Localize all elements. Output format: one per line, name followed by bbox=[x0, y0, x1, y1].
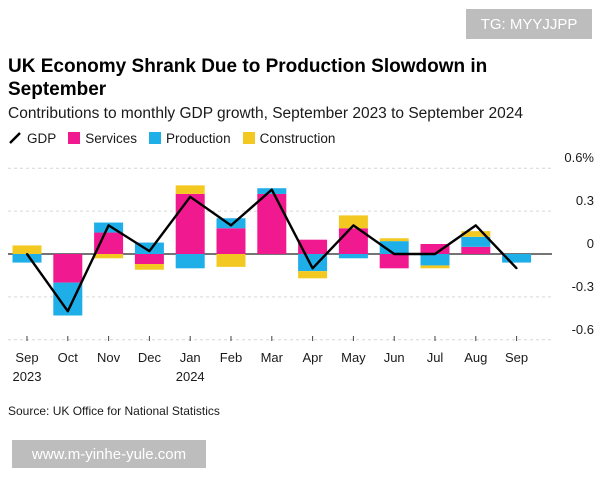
x-tick-label: May bbox=[341, 350, 366, 365]
legend-label-production: Production bbox=[166, 130, 231, 146]
chart-plot: 0.6% 0.3 0 -0.3 -0.6 Sep 2023 Oct Nov Dec Jan 2024 F… bbox=[8, 150, 594, 384]
legend-item-gdp: GDP bbox=[8, 131, 56, 146]
gdp-point bbox=[393, 253, 396, 255]
gdp-point bbox=[270, 188, 273, 191]
x-tick-label: Aug bbox=[464, 350, 487, 365]
bar-services bbox=[298, 239, 328, 254]
bar-production bbox=[12, 254, 42, 263]
source-note: Source: UK Office for National Statistic… bbox=[8, 404, 220, 418]
bar-services bbox=[134, 254, 164, 265]
gdp-point bbox=[352, 224, 355, 227]
bar-construction bbox=[175, 185, 205, 194]
bar-construction bbox=[461, 231, 491, 237]
bar-construction bbox=[420, 265, 450, 269]
bar-services bbox=[53, 254, 83, 283]
bar-services bbox=[94, 232, 124, 254]
bar-services bbox=[379, 254, 409, 269]
gdp-point bbox=[434, 253, 436, 255]
bar-services bbox=[257, 193, 287, 254]
x-tick-year-label: 2023 bbox=[13, 369, 42, 384]
bar-production bbox=[502, 254, 532, 263]
legend-item-production: Production bbox=[149, 131, 231, 146]
gdp-point bbox=[107, 224, 110, 227]
x-tick-label: Feb bbox=[220, 350, 242, 365]
legend-label-services: Services bbox=[85, 130, 138, 146]
x-tick-year-label: 2024 bbox=[176, 369, 205, 384]
gdp-point bbox=[189, 195, 192, 198]
watermark-bottom: www.m-yinhe-yule.com bbox=[12, 440, 206, 468]
legend-swatch-gdp bbox=[9, 132, 21, 144]
x-tick-label: Nov bbox=[97, 350, 121, 365]
gdp-point bbox=[230, 224, 232, 227]
legend-item-construction: Construction bbox=[242, 130, 336, 146]
x-tick-label: Sep bbox=[505, 350, 528, 365]
y-tick-label: 0 bbox=[587, 236, 594, 251]
legend-swatch-construction bbox=[242, 132, 255, 144]
bar-services bbox=[420, 243, 450, 254]
gdp-point bbox=[515, 267, 518, 270]
x-tick-label: Sep bbox=[15, 350, 38, 365]
chart-title: UK Economy Shrank Due to Production Slow… bbox=[8, 56, 488, 100]
bar-production bbox=[298, 254, 328, 272]
legend-item-services: Services bbox=[68, 131, 137, 146]
x-tick-label: Jan bbox=[180, 350, 201, 365]
bar-production bbox=[461, 236, 491, 247]
bar-construction bbox=[338, 215, 368, 229]
x-tick-label: Jul bbox=[427, 350, 444, 365]
bar-services bbox=[461, 246, 491, 254]
x-tick-label: Dec bbox=[138, 350, 162, 365]
legend-label-construction: Construction bbox=[259, 130, 336, 146]
chart-legend: GDP Services Production Construction bbox=[8, 129, 347, 147]
bar-production bbox=[175, 254, 205, 269]
y-tick-label: -0.6 bbox=[572, 322, 594, 337]
bar-services bbox=[216, 228, 246, 254]
gdp-point bbox=[311, 267, 314, 270]
gdp-point bbox=[26, 253, 28, 255]
bar-production bbox=[338, 254, 368, 259]
chart-subtitle: Contributions to monthly GDP growth, Sep… bbox=[8, 105, 523, 122]
bar-construction bbox=[134, 264, 164, 270]
y-tick-label: 0.6% bbox=[564, 150, 594, 165]
legend-swatch-production bbox=[149, 132, 162, 144]
legend-swatch-services bbox=[68, 132, 81, 144]
bar-production bbox=[420, 254, 450, 266]
bar-production bbox=[379, 241, 409, 254]
x-tick-label: Oct bbox=[58, 350, 79, 365]
bar-construction bbox=[379, 238, 409, 242]
bar-construction bbox=[12, 245, 42, 254]
x-tick-label: Apr bbox=[302, 350, 323, 365]
bar-construction bbox=[94, 254, 124, 259]
gdp-point bbox=[148, 250, 151, 253]
x-tick-label: Jun bbox=[384, 350, 405, 365]
watermark-top: TG: MYYJJPP bbox=[466, 9, 592, 39]
legend-label-gdp: GDP bbox=[27, 130, 57, 146]
y-tick-label: 0.3 bbox=[576, 193, 594, 208]
bar-construction bbox=[298, 271, 328, 279]
x-tick-label: Mar bbox=[261, 350, 284, 365]
gdp-point bbox=[66, 310, 69, 313]
y-tick-label: -0.3 bbox=[572, 279, 594, 294]
bar-production bbox=[134, 242, 164, 254]
bar-construction bbox=[216, 254, 246, 267]
gdp-point bbox=[474, 224, 477, 227]
bar-production bbox=[216, 218, 246, 229]
